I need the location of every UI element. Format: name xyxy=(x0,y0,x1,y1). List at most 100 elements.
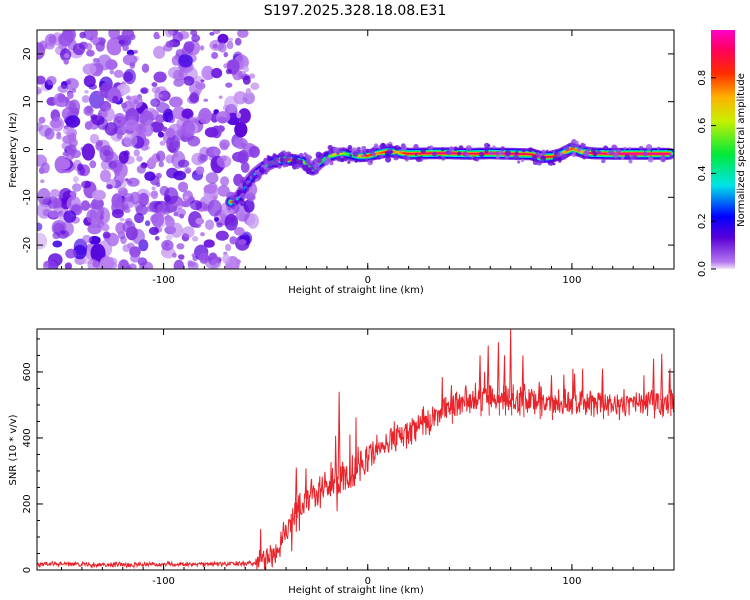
ridge-speckle xyxy=(465,153,470,158)
noise-blob xyxy=(242,75,251,85)
noise-blob xyxy=(222,254,231,264)
noise-blob xyxy=(189,80,203,96)
ridge-speckle xyxy=(275,161,279,166)
ridge-speckle xyxy=(613,152,619,159)
ridge-speckle xyxy=(233,203,236,206)
ridge-speckle xyxy=(319,153,325,159)
noise-blob xyxy=(199,154,209,162)
ridge-speckle xyxy=(638,146,644,151)
noise-blob xyxy=(212,30,221,35)
ridge-speckle xyxy=(239,200,246,207)
noise-blob xyxy=(38,116,46,124)
ridge-speckle xyxy=(432,151,437,157)
noise-blob xyxy=(64,53,70,59)
noise-blob xyxy=(62,135,75,144)
noise-blob xyxy=(203,184,217,194)
ridge-speckle xyxy=(341,155,344,159)
ridge-speckle xyxy=(324,157,331,164)
ridge-speckle xyxy=(285,163,289,167)
snr-spike-marks xyxy=(294,329,672,519)
noise-blob xyxy=(136,155,143,162)
noise-blob xyxy=(233,91,247,105)
noise-blob xyxy=(151,186,156,191)
noise-blob xyxy=(63,126,73,135)
ridge-speckle xyxy=(385,156,392,163)
noise-blob xyxy=(217,185,230,197)
noise-blob xyxy=(106,184,113,190)
noise-blob xyxy=(154,236,160,241)
ridge-speckle xyxy=(364,153,367,156)
snr-x-ticks: -100 0 100 xyxy=(61,329,675,587)
noise-blob xyxy=(79,31,86,39)
noise-blob xyxy=(189,92,199,103)
snr-spike xyxy=(668,368,672,417)
ridge-speckle xyxy=(265,167,271,172)
noise-blob xyxy=(136,165,146,174)
noise-blob xyxy=(37,42,45,60)
snr-spike xyxy=(549,375,554,420)
ridge-speckle xyxy=(311,169,315,172)
noise-blob xyxy=(201,65,214,81)
noise-blob xyxy=(81,180,92,189)
noise-blob xyxy=(140,87,149,94)
ridge-speckle xyxy=(260,161,264,165)
ridge-speckle xyxy=(545,149,549,153)
spectrogram-y-axis-label: Frequency (Hz) xyxy=(8,112,19,188)
noise-blob xyxy=(44,127,55,140)
ridge-speckle xyxy=(238,200,242,204)
noise-blob xyxy=(238,239,247,246)
ridge-speckle xyxy=(633,155,638,160)
snr-x-tick-label: 0 xyxy=(365,576,371,587)
noise-blob xyxy=(67,92,74,99)
ridge-speckle xyxy=(401,143,406,149)
ridge-speckle xyxy=(458,145,464,151)
noise-blob xyxy=(223,51,229,58)
ridge-speckle xyxy=(361,154,365,158)
ridge-speckle xyxy=(457,151,462,156)
ridge-speckle xyxy=(500,146,506,151)
ridge-speckle xyxy=(239,185,244,189)
ridge-speckle xyxy=(603,145,609,151)
noise-blob xyxy=(162,126,168,132)
ridge-speckle xyxy=(475,157,480,162)
noise-blob xyxy=(140,265,148,269)
noise-blob xyxy=(240,142,246,148)
ridge-speckle xyxy=(616,148,622,154)
noise-blob xyxy=(99,256,115,269)
snr-series-line xyxy=(37,368,674,570)
noise-blob xyxy=(122,220,136,234)
noise-blob xyxy=(170,222,183,238)
noise-blob xyxy=(65,115,81,128)
noise-blob xyxy=(211,52,219,59)
noise-blob xyxy=(151,190,159,200)
noise-blob xyxy=(243,66,250,73)
noise-blob xyxy=(90,114,98,120)
noise-blob xyxy=(91,218,98,225)
noise-blob xyxy=(52,197,62,209)
spectrogram-y-tick-label: -10 xyxy=(22,189,33,205)
noise-blob xyxy=(199,252,209,264)
snr-spike xyxy=(449,385,453,424)
ridge-speckle xyxy=(396,145,399,148)
ridge-speckle xyxy=(371,147,375,150)
ridge-speckle xyxy=(246,189,249,192)
spectrogram-x-tick-label: -100 xyxy=(152,275,175,286)
noise-blob xyxy=(165,127,175,138)
ridge-speckle xyxy=(317,169,320,172)
noise-blob xyxy=(214,217,220,222)
ridge-speckle xyxy=(541,158,544,161)
noise-blob xyxy=(151,82,158,87)
noise-blob xyxy=(82,63,97,75)
spectrogram-x-tick-label: 0 xyxy=(365,275,371,286)
ridge-speckle xyxy=(645,144,653,151)
colorbar-tick-label: 0.6 xyxy=(697,118,708,134)
noise-blob xyxy=(177,181,189,193)
ridge-speckle xyxy=(354,160,358,163)
noise-blob xyxy=(178,54,193,68)
noise-blob xyxy=(148,156,157,167)
noise-blob xyxy=(203,239,215,248)
ridge-speckle xyxy=(297,159,303,165)
ridge-speckle xyxy=(227,206,232,211)
noise-blob xyxy=(102,231,111,239)
